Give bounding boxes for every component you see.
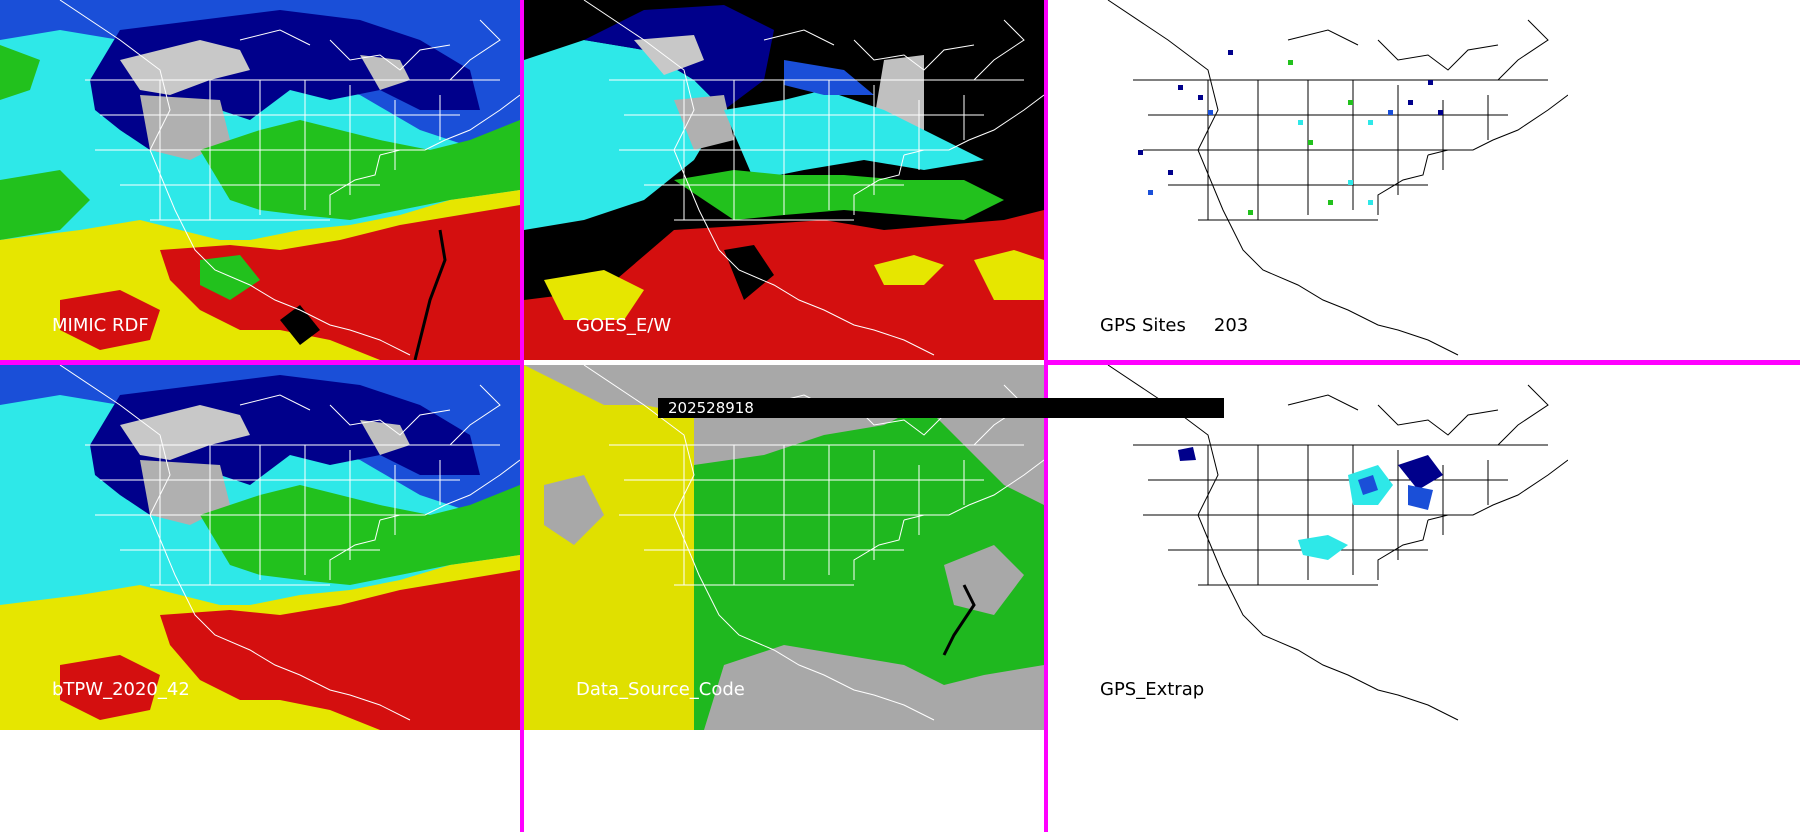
mimic-rdf-label: MIMIC RDF xyxy=(52,315,149,336)
timestamp-text: 202528918 xyxy=(668,399,754,417)
gps-sites-label: GPS Sites 203 xyxy=(1100,315,1248,336)
gps-extrap-label: GPS_Extrap xyxy=(1100,679,1204,700)
gps-extrap-blobs xyxy=(1178,447,1443,560)
goes-panel: GOES_E/W xyxy=(524,0,1044,360)
gps-sites-panel: GPS Sites 203 xyxy=(1048,0,1568,360)
goes-label: GOES_E/W xyxy=(576,315,671,336)
data-source-panel: Data_Source_Code xyxy=(524,365,1044,730)
btpw-panel: bTPW_2020_42 xyxy=(0,365,520,730)
data-source-label: Data_Source_Code xyxy=(576,679,745,700)
gps-site-markers xyxy=(1138,50,1443,215)
mimic-rdf-panel: MIMIC RDF xyxy=(0,0,520,360)
timestamp-bar: 202528918 xyxy=(658,398,1224,418)
btpw-label: bTPW_2020_42 xyxy=(52,679,190,700)
gps-extrap-panel: GPS_Extrap xyxy=(1048,365,1568,730)
